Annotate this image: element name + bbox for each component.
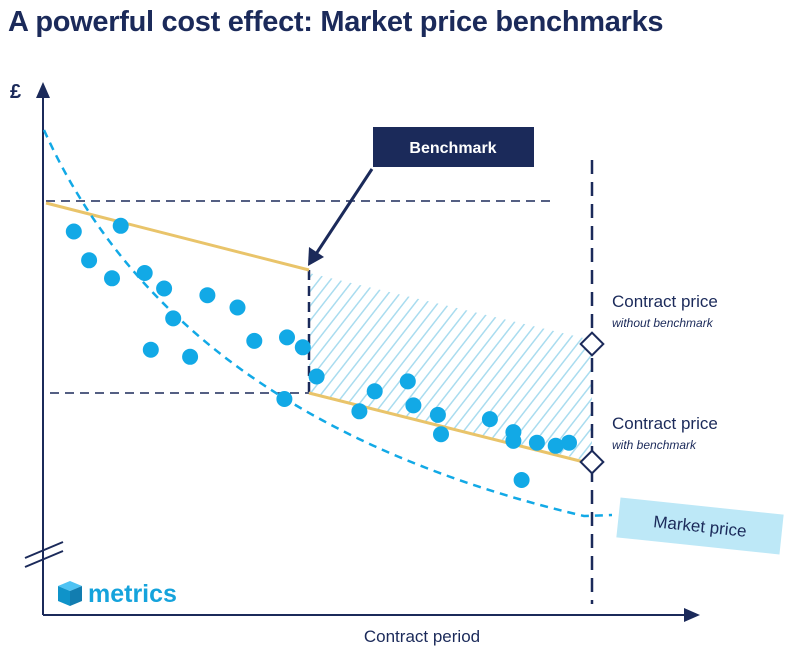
contract-price-without-title: Contract price bbox=[612, 292, 718, 311]
benchmark-label: Benchmark bbox=[409, 140, 496, 157]
axes bbox=[24, 82, 700, 622]
market-data-point bbox=[505, 424, 522, 441]
market-data-point bbox=[399, 373, 416, 390]
market-data-point bbox=[481, 411, 498, 428]
market-data-point bbox=[351, 403, 368, 420]
market-data-points bbox=[65, 217, 577, 488]
market-data-point bbox=[294, 339, 311, 356]
market-data-point bbox=[528, 434, 545, 451]
market-data-point bbox=[405, 397, 422, 414]
market-data-point bbox=[246, 332, 263, 349]
contract-price-without-sub: without benchmark bbox=[612, 316, 714, 330]
y-axis-symbol: £ bbox=[10, 81, 21, 103]
market-data-point bbox=[182, 348, 199, 365]
market-data-point bbox=[136, 265, 153, 281]
benchmark-callout: Benchmark bbox=[308, 127, 534, 266]
market-data-point bbox=[156, 280, 173, 297]
market-data-point bbox=[513, 472, 530, 488]
diamond-marker-without-benchmark bbox=[579, 331, 605, 357]
market-data-point bbox=[433, 426, 449, 443]
contract-price-with-sub: with benchmark bbox=[612, 438, 697, 452]
axis-break-mark bbox=[24, 541, 64, 559]
market-data-point bbox=[429, 406, 446, 423]
benchmark-arrow-icon bbox=[308, 247, 324, 266]
x-axis-label: Contract period bbox=[364, 627, 480, 646]
contract-price-line-initial bbox=[45, 201, 310, 272]
y-axis-arrow-icon bbox=[36, 82, 50, 98]
market-data-point bbox=[104, 270, 120, 287]
market-price-tag: Market price bbox=[616, 497, 784, 555]
market-data-point bbox=[561, 434, 577, 451]
logo-text: metrics bbox=[88, 580, 177, 608]
contract-price-with-title: Contract price bbox=[612, 414, 718, 433]
benchmark-arrow bbox=[314, 168, 374, 255]
diamond-marker-with-benchmark bbox=[579, 449, 605, 475]
market-data-point bbox=[65, 223, 82, 240]
market-data-point bbox=[142, 341, 159, 358]
market-data-point bbox=[199, 287, 216, 304]
benchmark-box bbox=[373, 127, 534, 167]
cube-icon bbox=[58, 581, 82, 606]
market-data-point bbox=[547, 437, 564, 454]
market-data-point bbox=[81, 252, 98, 269]
metrics-logo: metrics bbox=[58, 580, 177, 608]
market-data-point bbox=[276, 391, 293, 407]
axis-break-mark bbox=[24, 550, 64, 568]
savings-area bbox=[309, 273, 592, 462]
x-axis-arrow-icon bbox=[684, 608, 700, 622]
market-data-point bbox=[165, 310, 182, 327]
page-title: A powerful cost effect: Market price ben… bbox=[8, 6, 664, 38]
market-data-point bbox=[229, 299, 246, 316]
market-data-point bbox=[308, 368, 325, 385]
market-data-point bbox=[112, 217, 129, 234]
market-data-point bbox=[279, 329, 295, 346]
market-data-point bbox=[366, 383, 383, 400]
market-price-curve bbox=[42, 129, 613, 518]
